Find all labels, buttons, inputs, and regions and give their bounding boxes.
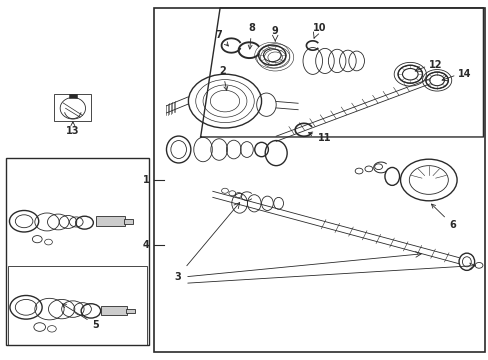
Bar: [8, 266, 147, 345]
Text: 8: 8: [248, 23, 255, 49]
Bar: [54, 94, 91, 121]
Bar: [126, 309, 135, 313]
Bar: [5, 158, 149, 345]
Text: 10: 10: [313, 23, 326, 33]
Text: 7: 7: [215, 30, 228, 46]
Bar: [154, 8, 484, 352]
Bar: [96, 216, 125, 226]
Text: 5: 5: [62, 304, 99, 330]
Bar: [69, 94, 77, 98]
Text: 2: 2: [219, 66, 227, 90]
Text: 1: 1: [142, 175, 149, 185]
Text: 3: 3: [174, 272, 181, 282]
Text: 6: 6: [430, 204, 455, 230]
Bar: [101, 306, 127, 315]
Text: 14: 14: [457, 69, 470, 79]
Text: 12: 12: [428, 60, 442, 70]
Text: 11: 11: [308, 132, 330, 143]
Bar: [123, 219, 133, 224]
Text: 9: 9: [271, 26, 278, 36]
Text: 4: 4: [142, 239, 149, 249]
Text: 13: 13: [66, 122, 80, 136]
